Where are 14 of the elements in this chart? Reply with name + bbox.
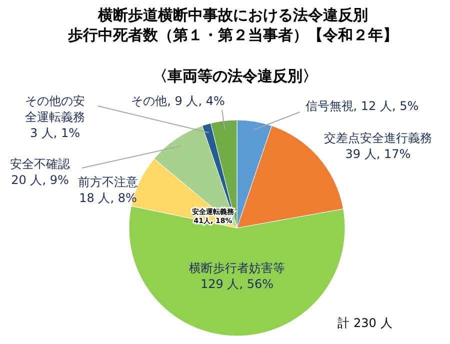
data-label: 129 人, 56% (200, 277, 274, 291)
slice-label: 安全不確認 (10, 157, 70, 171)
chart-subtitle: 〈車両等の法令違反別〉 (152, 67, 318, 85)
data-label: 20 人, 9% (11, 173, 69, 187)
slice-label: 交差点安全進行義務 (324, 131, 432, 145)
slice-label: 信号無視, 12 人, 5% (305, 99, 419, 113)
slice-label: その他の安全運転義務 (25, 94, 85, 124)
data-label: 39 人, 17% (345, 147, 411, 161)
slice-label: その他, 9 人, 4% (131, 94, 225, 108)
slice-label: 横断歩行者妨害等 (189, 261, 285, 275)
data-label: 3 人, 1% (30, 126, 80, 140)
text: 計 230 人 (338, 316, 392, 330)
slice-label: 前方不注意 (78, 175, 138, 189)
chart-title: 横断歩道横断中事故における法令違反別歩行中死者数（第１・第２当事者）【令和２年】 (67, 6, 398, 44)
